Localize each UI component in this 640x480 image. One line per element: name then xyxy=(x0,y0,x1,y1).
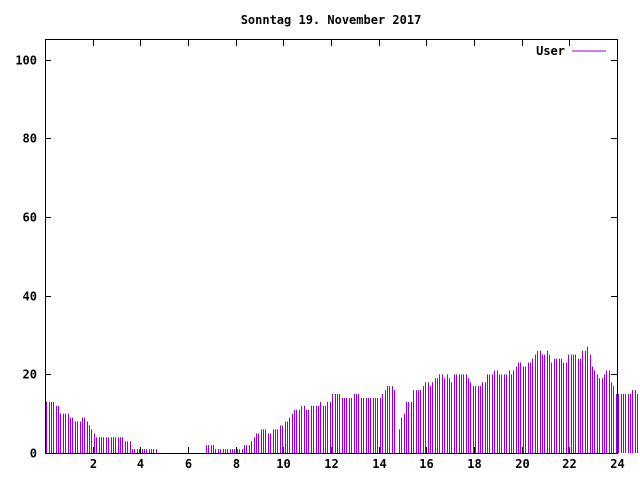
y-tick-label: 80 xyxy=(23,132,37,146)
y-tick-label: 100 xyxy=(15,54,37,68)
x-tick-label: 18 xyxy=(467,457,481,471)
x-tick-label: 20 xyxy=(515,457,529,471)
y-tick-label: 60 xyxy=(23,211,37,225)
bars xyxy=(46,346,638,453)
y-tick-label: 0 xyxy=(30,447,37,461)
x-tick-label: 8 xyxy=(233,457,240,471)
x-tick-label: 24 xyxy=(610,457,624,471)
chart-title: Sonntag 19. November 2017 xyxy=(241,13,422,27)
x-tick-label: 12 xyxy=(324,457,338,471)
x-tick-label: 16 xyxy=(419,457,433,471)
x-tick-label: 10 xyxy=(276,457,290,471)
x-tick-label: 22 xyxy=(562,457,576,471)
x-tick-label: 14 xyxy=(372,457,386,471)
x-tick-label: 2 xyxy=(90,457,97,471)
y-tick-label: 20 xyxy=(23,368,37,382)
legend-label: User xyxy=(536,44,565,58)
plot-frame xyxy=(45,39,618,454)
x-tick-label: 6 xyxy=(185,457,192,471)
y-tick-label: 40 xyxy=(23,290,37,304)
legend: User xyxy=(536,44,606,58)
x-tick-label: 4 xyxy=(137,457,144,471)
